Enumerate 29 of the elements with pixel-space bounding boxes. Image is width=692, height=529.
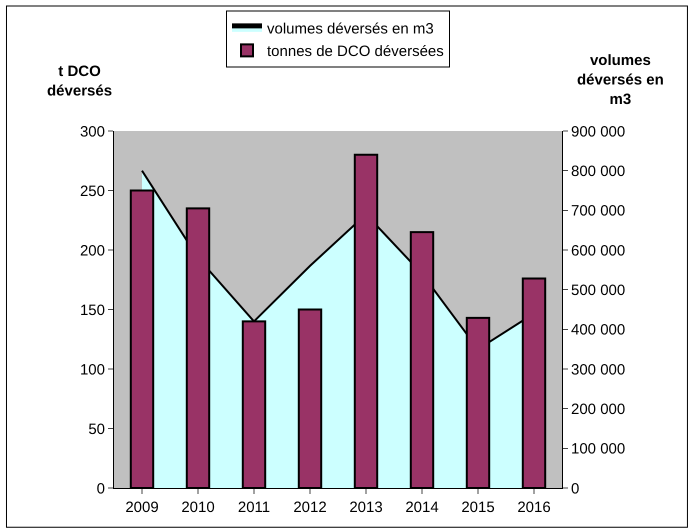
y2-tick-label: 400 000 [571, 322, 626, 339]
x-tick-label: 2014 [405, 499, 439, 516]
x-tick-label: 2011 [238, 499, 270, 516]
x-tick-label: 2012 [293, 499, 327, 516]
y2-tick-label: 800 000 [571, 162, 626, 180]
legend-label: volumes déversés en m3 [267, 20, 434, 38]
y2-tick-label: 500 000 [571, 282, 626, 299]
y2-tick-label: 600 000 [571, 242, 626, 260]
y-tick-label: 150 [80, 302, 105, 319]
y2-tick-label: 900 000 [571, 123, 626, 140]
y-tick-label: 200 [80, 242, 105, 260]
y-axis-title: t DCO déversés [47, 63, 112, 100]
y-tick-label: 50 [88, 420, 105, 438]
x-tick-label: 2015 [461, 499, 495, 516]
x-tick-label: 2016 [517, 499, 551, 516]
y2-tick-label: 100 000 [571, 440, 626, 458]
x-tick-label: 2009 [125, 499, 159, 516]
y-tick-label: 300 [80, 123, 105, 140]
x-tick-label: 2013 [349, 499, 383, 516]
y2-tick-label: 700 000 [571, 202, 626, 220]
y2-tick-label: 300 000 [571, 361, 626, 378]
x-tick-label: 2010 [181, 499, 215, 516]
y2-axis-title: volumes déversés en m3 [577, 52, 664, 108]
y2-tick-label: 0 [571, 480, 580, 498]
y-tick-label: 0 [96, 480, 105, 498]
y2-tick-label: 200 000 [571, 400, 626, 418]
legend-label: tonnes de DCO déversées [267, 43, 444, 60]
y-tick-label: 100 [80, 361, 105, 378]
y-tick-label: 250 [80, 182, 105, 200]
